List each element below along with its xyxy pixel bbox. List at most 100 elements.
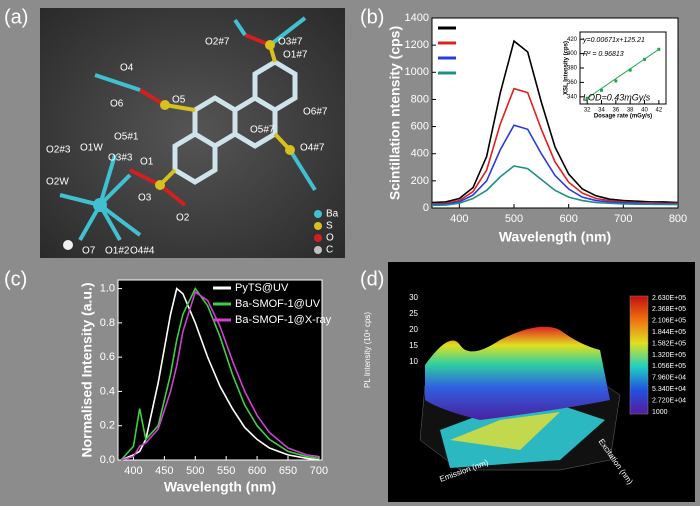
colorbar-label: 1.844E+05 (652, 329, 686, 336)
x-axis-label: Wavelength (nm) (499, 229, 611, 245)
legend-label: Ba-SMOF-1@UV (235, 298, 321, 310)
x-tick-label: 38 (627, 108, 634, 114)
panel-label: (a) (4, 6, 28, 28)
z-tick-label: 15 (409, 341, 418, 350)
z-tick-label: 10 (409, 357, 418, 366)
y-tick-label: 1400 (405, 12, 429, 24)
colorbar-label: 2.720E+04 (652, 397, 686, 404)
legend-label: 50kV,100μA (460, 52, 508, 62)
atom-label: O1#2 (105, 246, 130, 257)
colorbar-label: 5.340E+04 (652, 386, 686, 393)
panel-label: (c) (4, 268, 27, 290)
atom-label: O7 (82, 246, 96, 257)
colorbar-label: 7.960E+04 (652, 375, 686, 382)
colorbar-label: 1.320E+05 (652, 352, 686, 359)
atom-label: O3#3 (108, 153, 133, 164)
colorbar-label: 2.368E+05 (652, 306, 686, 313)
annotation: R² = 0.96813 (583, 51, 624, 58)
legend-label: Ba-SMOF-1@X-ray (235, 314, 332, 326)
legend-label: 50kV,200μA (460, 22, 508, 32)
y-tick-label: 200 (411, 175, 429, 187)
colorbar-label: 1000 (652, 409, 668, 416)
panel-label: (b) (360, 6, 384, 28)
x-tick-label: 40 (641, 108, 648, 114)
series-line (431, 39, 679, 204)
point (614, 79, 618, 83)
series-line (120, 290, 320, 461)
atom-label: O5#1 (114, 132, 139, 143)
y-tick-label: 380 (567, 66, 578, 72)
atom-label: O1W (80, 143, 103, 154)
legend-label: PyTS@UV (235, 282, 289, 294)
atom-label: O1#7 (283, 50, 308, 61)
series-line (431, 165, 679, 207)
atom-label: O2 (176, 213, 190, 224)
x-tick-label: 650 (279, 465, 297, 477)
x-tick-label: 550 (217, 465, 235, 477)
y-tick-label: 0 (423, 202, 429, 214)
y-tick-label: 600 (411, 120, 429, 132)
colorbar-label: 1.056E+05 (652, 363, 686, 370)
colorbar-label: 2.630E+05 (652, 295, 686, 302)
x-tick-label: 400 (124, 465, 142, 477)
x-tick-label: 800 (669, 213, 687, 225)
colorbar-label: 1.582E+05 (652, 340, 686, 347)
x-tick-label: 34 (598, 108, 605, 114)
colorbar-label: 2.106E+05 (652, 318, 686, 325)
z-axis-label: PL Intensity (10⁴ cps) (363, 312, 372, 388)
plot-area (579, 31, 667, 105)
plot-area (117, 279, 323, 461)
y-tick-label: 420 (567, 37, 578, 43)
atom-label: O5#7 (250, 125, 275, 136)
y-tick-label: 0.4 (100, 385, 115, 397)
atom-legend: S (326, 221, 333, 232)
y-tick-label: 360 (567, 80, 578, 86)
x-tick-label: 450 (155, 465, 173, 477)
trend-line (586, 48, 660, 99)
x-tick-label: 700 (310, 465, 328, 477)
atom-label: O4 (120, 63, 134, 74)
atom-label: O1 (140, 157, 154, 168)
atom-legend: O (326, 233, 334, 244)
y-tick-label: 1000 (405, 66, 429, 78)
y-tick-label: 0.2 (100, 420, 115, 432)
point (585, 96, 589, 100)
annotation: y=0.00671x+125.21 (582, 37, 645, 44)
point (628, 68, 632, 72)
z-tick-label: 20 (409, 325, 418, 334)
x-tick-label: 400 (450, 213, 468, 225)
surface-panel (388, 262, 695, 502)
pyrene-core (172, 59, 298, 185)
y-tick-label: 0.6 (100, 351, 115, 363)
atom-label: O2#7 (205, 37, 230, 48)
y-tick-label: 0.0 (100, 454, 115, 466)
z-tick-label: 25 (409, 309, 418, 318)
y-tick-label: 1200 (405, 39, 429, 51)
x-axis-label: Dosage rate (mGy/s) (594, 114, 652, 120)
atom-label: O3 (138, 193, 152, 204)
y-axis-label: Normalised Intensity (a.u.) (79, 282, 95, 457)
y-axis-label: XSL Intensity (cps) (564, 41, 570, 95)
legend-label: 50kV,150μA (460, 37, 508, 47)
x-tick-label: 500 (505, 213, 523, 225)
atom-label: O6#7 (303, 107, 328, 118)
y-axis-label: Scintillation ntensity (cps) (387, 26, 403, 200)
y-tick-label: 400 (567, 51, 578, 57)
point (600, 88, 603, 92)
atom-legend: C (326, 245, 333, 256)
x-tick-label: 42 (655, 108, 662, 114)
atom-label: O6 (110, 99, 124, 110)
point (657, 47, 661, 51)
atom-label: O3#7 (278, 37, 303, 48)
y-tick-label: 400 (411, 148, 429, 160)
y-tick-label: 0.8 (100, 317, 115, 329)
z-tick-label: 30 (409, 293, 418, 302)
legend-label: 50kV,50μA (460, 67, 503, 77)
atom-label: O2#3 (46, 145, 71, 156)
x-tick-label: 500 (186, 465, 204, 477)
series-line (431, 124, 678, 206)
atom-label: O5 (172, 95, 186, 106)
x-tick-label: 600 (248, 465, 266, 477)
